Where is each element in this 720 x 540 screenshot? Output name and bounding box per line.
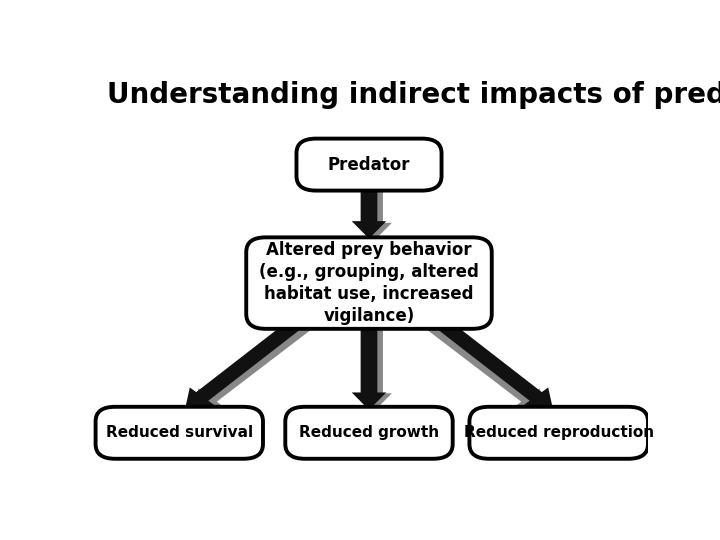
Polygon shape	[357, 326, 392, 411]
Polygon shape	[193, 321, 311, 411]
Text: Reduced growth: Reduced growth	[299, 426, 439, 440]
FancyBboxPatch shape	[469, 407, 648, 459]
Text: Understanding indirect impacts of predation: Understanding indirect impacts of predat…	[107, 82, 720, 110]
Text: Reduced reproduction: Reduced reproduction	[464, 426, 654, 440]
Polygon shape	[436, 319, 553, 410]
Polygon shape	[427, 321, 545, 411]
FancyBboxPatch shape	[285, 407, 453, 459]
FancyBboxPatch shape	[297, 139, 441, 191]
Polygon shape	[351, 185, 387, 239]
Polygon shape	[351, 323, 387, 410]
FancyBboxPatch shape	[96, 407, 263, 459]
Polygon shape	[357, 187, 392, 240]
Text: Altered prey behavior
(e.g., grouping, altered
habitat use, increased
vigilance): Altered prey behavior (e.g., grouping, a…	[259, 241, 479, 326]
Text: Reduced survival: Reduced survival	[106, 426, 253, 440]
Text: Predator: Predator	[328, 156, 410, 173]
Polygon shape	[185, 319, 302, 410]
FancyBboxPatch shape	[246, 238, 492, 329]
